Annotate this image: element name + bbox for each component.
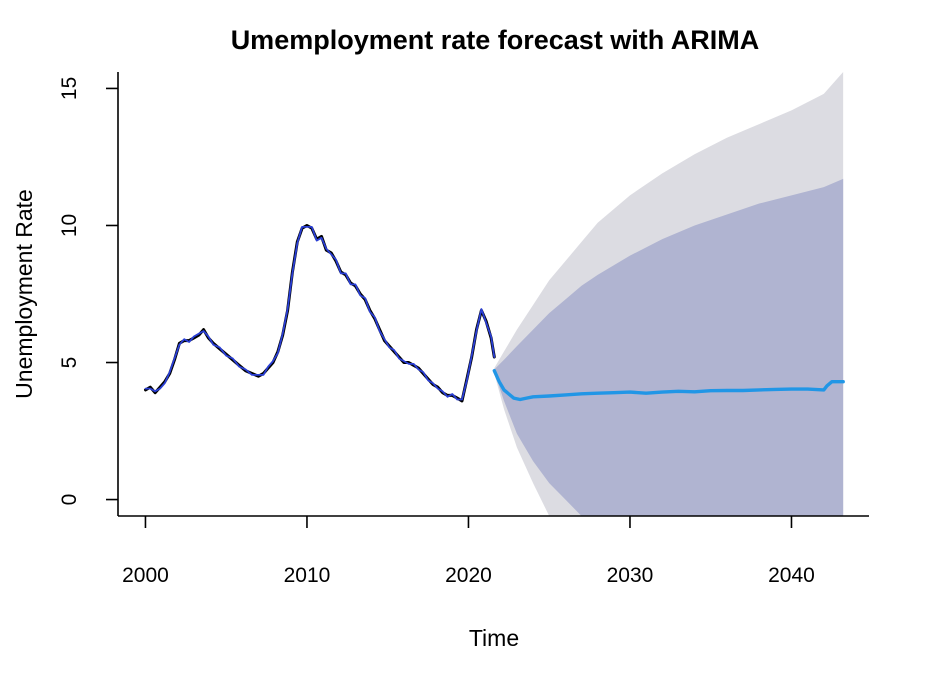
chart-title: Umemployment rate forecast with ARIMA (231, 25, 760, 55)
y-tick-label: 15 (58, 77, 81, 100)
x-tick-label: 2040 (768, 564, 815, 587)
x-tick-label: 2020 (445, 564, 492, 587)
forecast-series-line (492, 369, 845, 402)
x-axis-label: Time (469, 625, 519, 651)
x-tick-label: 2000 (122, 564, 169, 587)
series-lines (144, 224, 845, 403)
y-axis-label: Unemployment Rate (11, 189, 37, 399)
band-80-interval (494, 178, 844, 516)
y-tick-label: 10 (58, 214, 81, 237)
x-tick-label: 2030 (607, 564, 654, 587)
x-tick-label: 2010 (284, 564, 331, 587)
y-tick-label: 5 (58, 357, 81, 369)
y-axis-ticks: 0 5 10 15 (58, 77, 118, 506)
actual-series-line (144, 224, 496, 403)
fitted-series-line (144, 225, 496, 401)
y-tick-label: 0 (58, 494, 81, 506)
prediction-intervals (494, 72, 844, 516)
x-axis-ticks: 2000 2010 2020 2030 2040 (122, 516, 815, 587)
